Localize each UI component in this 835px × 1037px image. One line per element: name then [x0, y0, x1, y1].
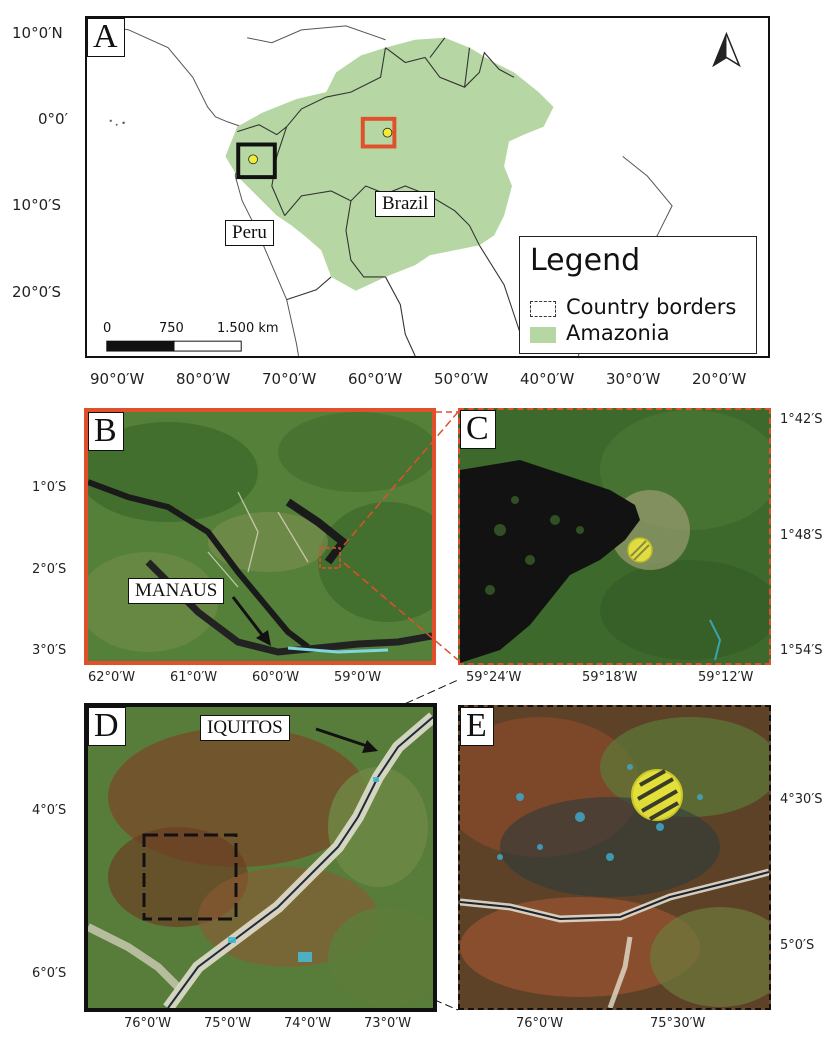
scale-label-1500: 1.500 km: [217, 321, 279, 336]
panel-d-satellite: D IQUITOS: [84, 703, 437, 1012]
b-lat-tick-3: 3°0′S: [32, 643, 67, 658]
panel-a-map: A Peru Brazil 0 750 1.500 km Legend Coun…: [85, 16, 770, 358]
e-lat-tick-1: 4°30′S: [780, 792, 823, 807]
amazonia-region: [225, 37, 554, 291]
panel-a-svg: [87, 22, 741, 356]
b-lon-tick-1: 62°0′W: [88, 670, 136, 685]
a-lon-tick-1: 90°0′W: [90, 370, 145, 388]
b-lat-tick-1: 1°0′S: [32, 480, 67, 495]
e-lat-tick-2: 5°0′S: [780, 938, 815, 953]
legend-item-amazonia: Amazonia: [566, 321, 670, 345]
b-lon-tick-3: 60°0′W: [252, 670, 300, 685]
a-lat-tick-3: 10°0′S: [12, 196, 62, 214]
panel-a-label: A: [87, 18, 125, 57]
d-lat-tick-1: 4°0′S: [32, 803, 67, 818]
panel-c-extent-box: [319, 547, 341, 569]
panel-b-extent-box: [360, 116, 397, 149]
panel-e-extent-box: [142, 833, 238, 921]
panel-c-satellite: C: [458, 408, 771, 665]
panel-c-label: C: [460, 410, 496, 449]
a-lat-tick-2: 0°0′: [38, 110, 68, 128]
manaus-arrow-icon: [231, 596, 271, 646]
b-lon-tick-4: 59°0′W: [334, 670, 382, 685]
legend-swatch-amazonia: [530, 327, 556, 343]
b-lat-tick-2: 2°0′S: [32, 562, 67, 577]
b-lon-tick-2: 61°0′W: [170, 670, 218, 685]
rio-negro: [88, 479, 310, 650]
a-lat-tick-1: 10°0′N: [12, 24, 63, 42]
panel-b-site-marker: [382, 127, 393, 138]
a-lon-tick-2: 80°0′W: [176, 370, 231, 388]
peru-label: Peru: [225, 220, 274, 246]
panel-d-label: D: [88, 707, 126, 746]
a-lon-tick-4: 60°0′W: [348, 370, 403, 388]
c-lon-tick-1: 59°24′W: [466, 670, 522, 685]
d-lat-tick-2: 6°0′S: [32, 966, 67, 981]
iquitos-arrow-icon: [315, 727, 378, 753]
panel-c-site-marker: [627, 537, 653, 563]
c-lon-tick-3: 59°12′W: [698, 670, 754, 685]
galapagos-islands: [109, 119, 125, 126]
c-lat-tick-1: 1°42′S: [780, 412, 823, 427]
panel-b-label: B: [88, 412, 124, 451]
a-lon-tick-8: 20°0′W: [692, 370, 747, 388]
a-lon-tick-6: 40°0′W: [520, 370, 575, 388]
panel-d-site-marker: [248, 154, 258, 165]
panel-d-extent-box: [236, 142, 277, 180]
caribbean-coast-outline: [247, 25, 386, 44]
d-lon-tick-4: 73°0′W: [364, 1016, 412, 1031]
d-lon-tick-3: 74°0′W: [284, 1016, 332, 1031]
d-lon-tick-1: 76°0′W: [124, 1016, 172, 1031]
scale-label-0: 0: [103, 321, 112, 336]
panel-e-label: E: [460, 707, 494, 746]
panel-e-satellite: E: [458, 705, 771, 1010]
legend-item-borders: Country borders: [566, 295, 737, 319]
a-lon-tick-7: 30°0′W: [606, 370, 661, 388]
iquitos-label: IQUITOS: [200, 715, 290, 741]
d-lon-tick-2: 75°0′W: [204, 1016, 252, 1031]
c-lat-tick-2: 1°48′S: [780, 528, 823, 543]
scale-bar-white: [173, 340, 242, 352]
brazil-label: Brazil: [375, 191, 436, 217]
manaus-label: MANAUS: [128, 578, 225, 604]
a-lat-tick-4: 20°0′S: [12, 283, 62, 301]
c-lon-tick-2: 59°18′W: [582, 670, 638, 685]
e-lon-tick-1: 76°0′W: [516, 1016, 564, 1031]
legend-swatch-borders: [530, 301, 556, 317]
legend-title: Legend: [530, 243, 641, 278]
dark-water-body: [460, 460, 640, 663]
central-america-outline: [87, 22, 248, 130]
e-lon-tick-2: 75°30′W: [650, 1016, 706, 1031]
a-lon-tick-3: 70°0′W: [262, 370, 317, 388]
scale-bar-black: [106, 340, 175, 352]
scale-label-750: 750: [159, 321, 184, 336]
c-lat-tick-3: 1°54′S: [780, 643, 823, 658]
legend: Legend Country borders Amazonia: [519, 236, 757, 354]
panel-b-satellite: B MANAUS: [84, 408, 436, 665]
a-lon-tick-5: 50°0′W: [434, 370, 489, 388]
